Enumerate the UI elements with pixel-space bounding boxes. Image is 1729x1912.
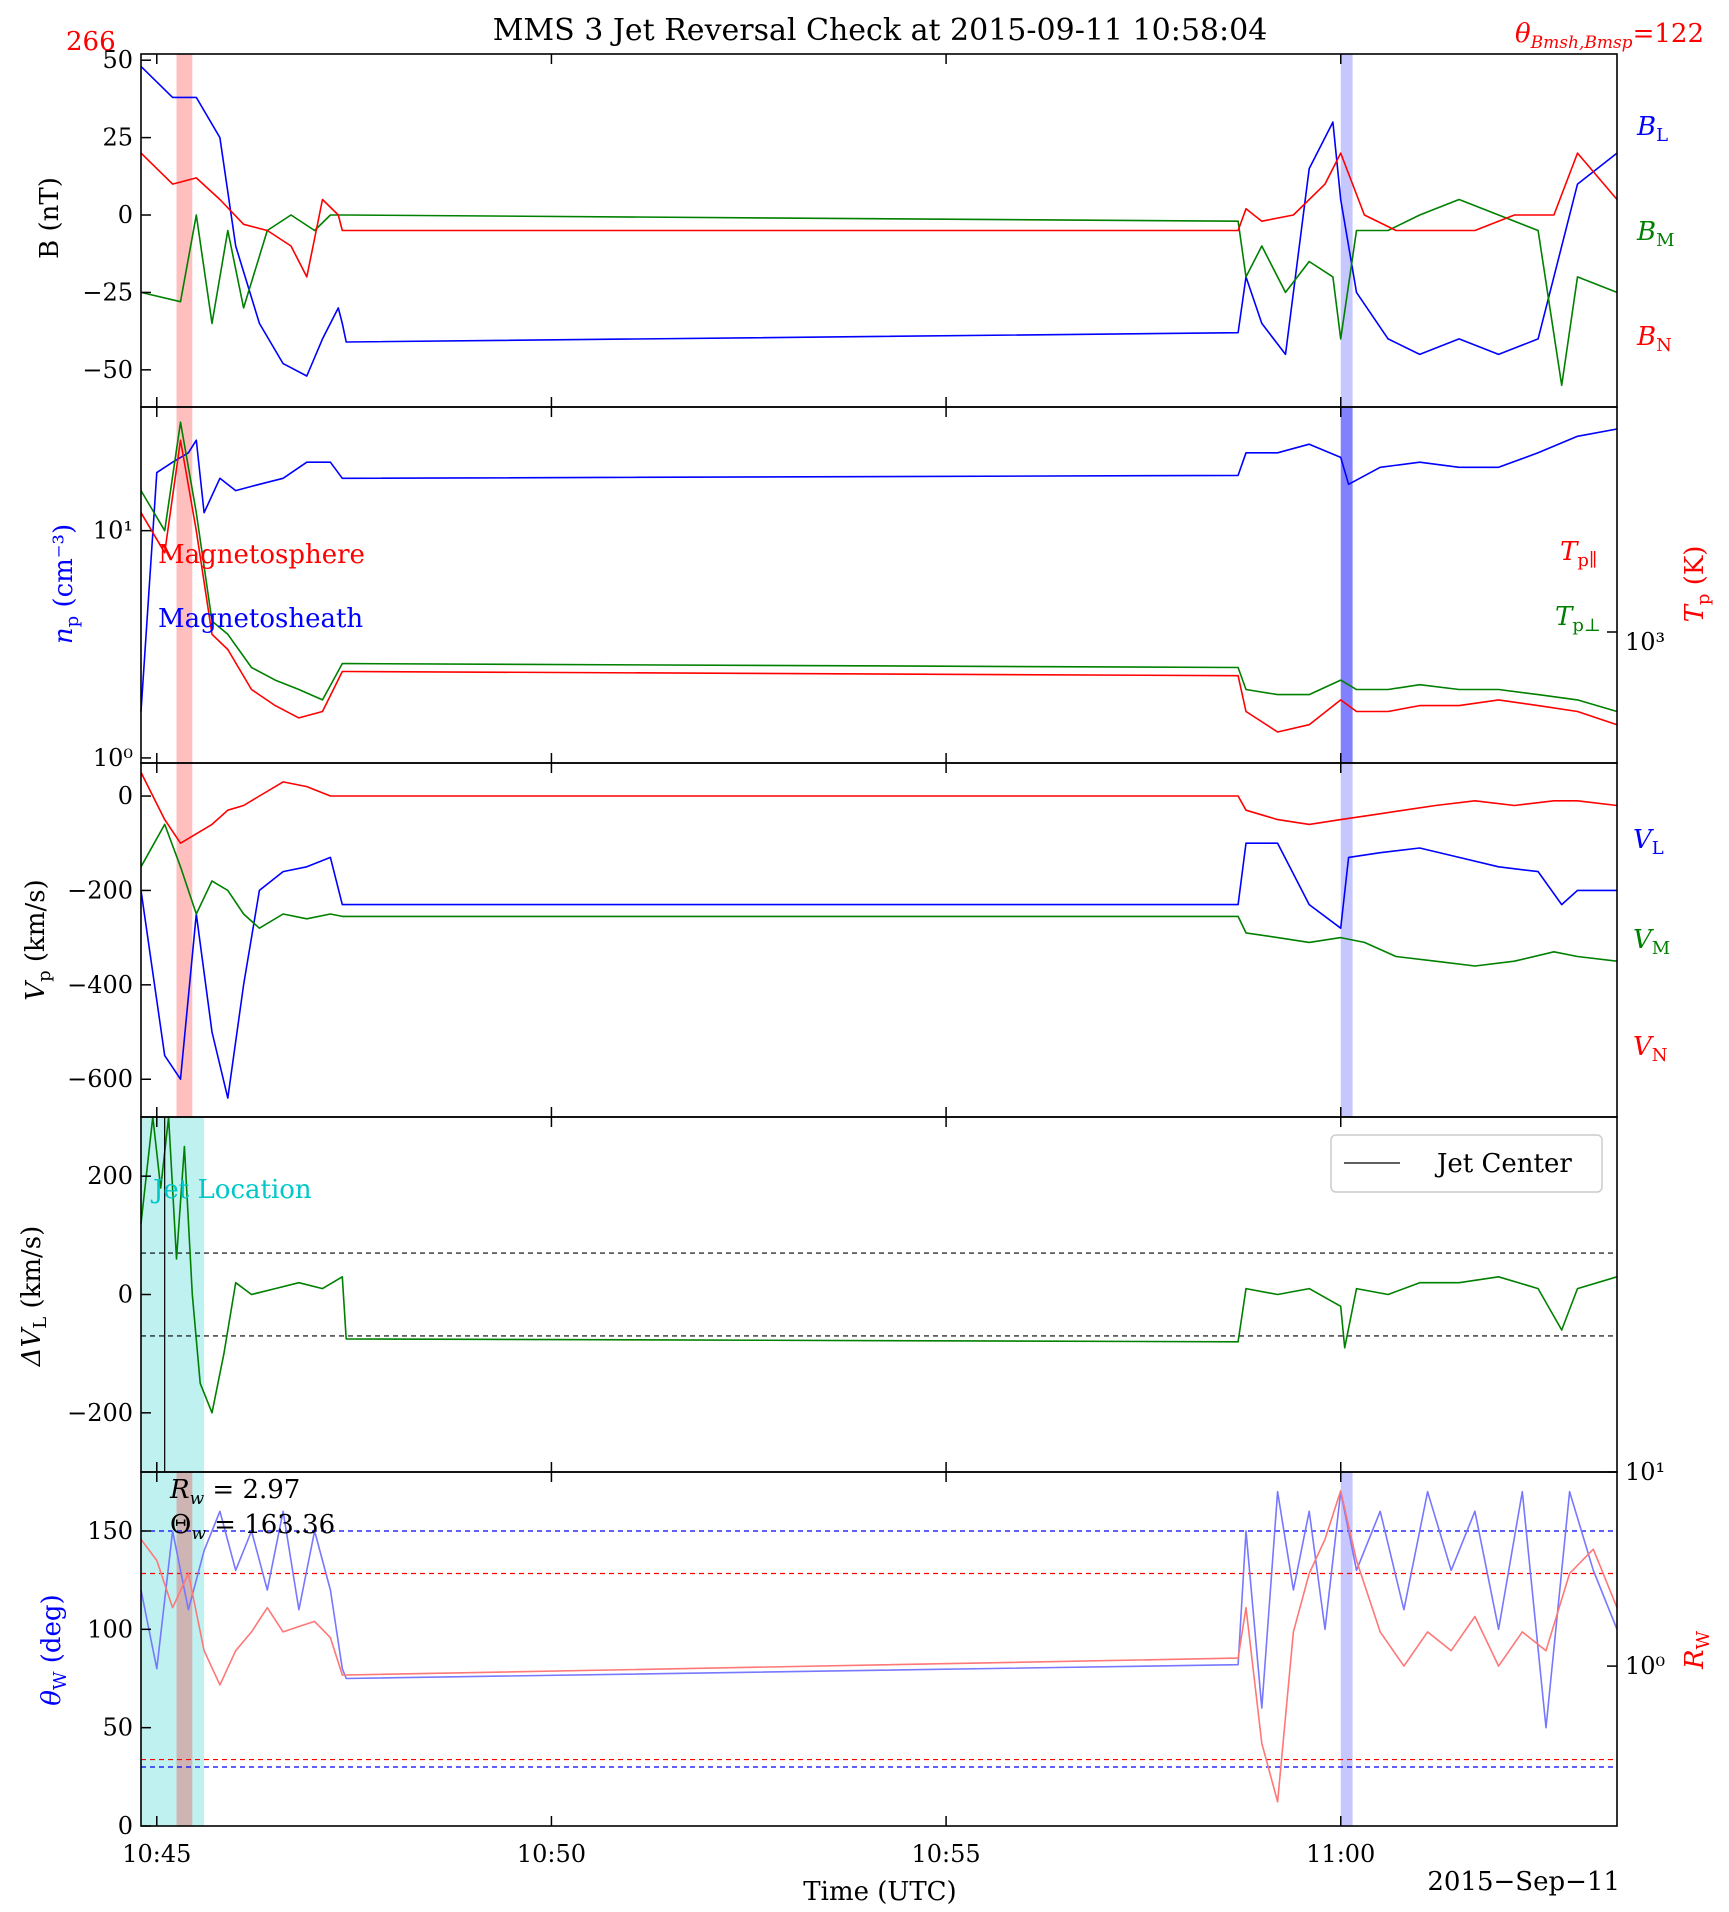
annotation-magnetosheath: Magnetosheath — [158, 604, 363, 634]
legend-tp-perp: Tp⊥ — [1555, 602, 1601, 636]
v-ytick-tick-label: 0 — [118, 782, 133, 810]
rw-ytick-tick-label: 10⁰ — [1625, 1652, 1665, 1680]
series-b-m — [140, 198, 1618, 387]
panel-frames — [140, 53, 1618, 1827]
series-np — [140, 428, 1618, 712]
date-label: 2015−Sep−11 — [1427, 1867, 1620, 1897]
legend-jet-center: Jet Center — [1434, 1149, 1572, 1179]
legend-bl: BL — [1636, 112, 1668, 146]
legend-box — [1330, 1134, 1603, 1193]
rw-ytick-tick-label: 10¹ — [1625, 1458, 1665, 1486]
tp-ylabel: Tp (K) — [1680, 546, 1714, 623]
chart-title: MMS 3 Jet Reversal Check at 2015-09-11 1… — [493, 13, 1268, 48]
panel-frame-4 — [140, 1471, 1618, 1827]
dv-ytick-tick-label: −200 — [67, 1399, 133, 1427]
series-b-l — [140, 65, 1618, 377]
xtick-label: 11:00 — [1306, 1840, 1375, 1868]
series-tp-par — [140, 439, 1618, 733]
series-rw — [140, 1490, 1618, 1803]
xtick-label: 10:50 — [517, 1840, 586, 1868]
series-b-n — [140, 152, 1618, 278]
b-ylabel: B (nT) — [35, 177, 65, 259]
series-v-l — [140, 842, 1617, 1099]
data-series — [140, 65, 1618, 1803]
thetaw-ytick-tick-label: 0 — [118, 1812, 133, 1840]
xtick-label: 10:55 — [912, 1840, 981, 1868]
x-axis-label: Time (UTC) — [803, 1877, 956, 1907]
legend-bn: BN — [1636, 322, 1672, 356]
magnetosheath-band — [1340, 54, 1353, 1117]
np-ylabel: np (cm⁻³) — [49, 524, 83, 644]
legend-vn: VN — [1633, 1032, 1668, 1066]
magnetosphere-band — [176, 54, 193, 1117]
series-tp-perp — [140, 421, 1618, 713]
thetaw-ytick-tick-label: 150 — [87, 1517, 133, 1545]
series-thetaw — [140, 1490, 1618, 1729]
top-left-value: 266 — [66, 27, 116, 57]
panel-frame-2 — [140, 762, 1618, 1118]
series-dvl — [140, 1116, 1618, 1414]
series-v-n — [140, 772, 1618, 845]
theta-bmsh-bmsp-label: θBmsh,Bmsp=122 — [1515, 19, 1704, 53]
dvl-ylabel: ΔVL (km/s) — [17, 1226, 51, 1368]
thetaw-ytick-tick-label: 50 — [102, 1714, 133, 1742]
legend-vl: VL — [1633, 825, 1664, 859]
annotation-jet-location: Jet Location — [150, 1175, 312, 1205]
xtick-label: 10:45 — [122, 1840, 191, 1868]
b-ytick-tick-label: −25 — [82, 278, 133, 306]
v-ytick-tick-label: −600 — [67, 1065, 133, 1093]
threshold-lines — [141, 1252, 1617, 1768]
annotation-magnetosphere: Magnetosphere — [158, 540, 365, 570]
vp-ylabel: Vp (km/s) — [21, 879, 55, 1000]
legend-bm: BM — [1636, 217, 1675, 251]
legend-tp-par: Tp∥ — [1560, 537, 1597, 571]
thetaw-ylabel: θW (deg) — [37, 1594, 71, 1705]
v-ytick-tick-label: −400 — [67, 971, 133, 999]
annotation-rw: Rw = 2.97 — [169, 1475, 300, 1509]
b-ytick-tick-label: 0 — [118, 201, 133, 229]
dv-ytick-tick-label: 200 — [87, 1162, 133, 1190]
magnetosheath-band-dark — [1340, 407, 1353, 763]
np-ytick-tick-label: 10⁰ — [93, 744, 133, 772]
b-ytick-tick-label: 25 — [102, 124, 133, 152]
magnetosphere-band-w — [176, 1472, 193, 1826]
series-v-m — [140, 823, 1618, 967]
axis-ticks: 10:45 10:50 10:55 11:00 50 25 0 −25 −50 10¹ 10⁰ 10³… — [67, 46, 1665, 1868]
b-ytick-tick-label: −50 — [82, 356, 133, 384]
rw-ylabel: RW — [1680, 1630, 1714, 1670]
annotation-thetaw: Θw = 163.36 — [170, 1510, 335, 1544]
legend-vm: VM — [1633, 925, 1670, 959]
v-ytick-tick-label: −200 — [67, 876, 133, 904]
dv-ytick-tick-label: 0 — [118, 1281, 133, 1309]
np-ytick-tick-label: 10¹ — [93, 517, 133, 545]
tp-tick-label: 10³ — [1625, 628, 1665, 656]
thetaw-ytick-tick-label: 100 — [87, 1615, 133, 1643]
magnetosheath-band-w — [1340, 1472, 1353, 1826]
b-ytick-tick-label: 50 — [102, 46, 133, 74]
